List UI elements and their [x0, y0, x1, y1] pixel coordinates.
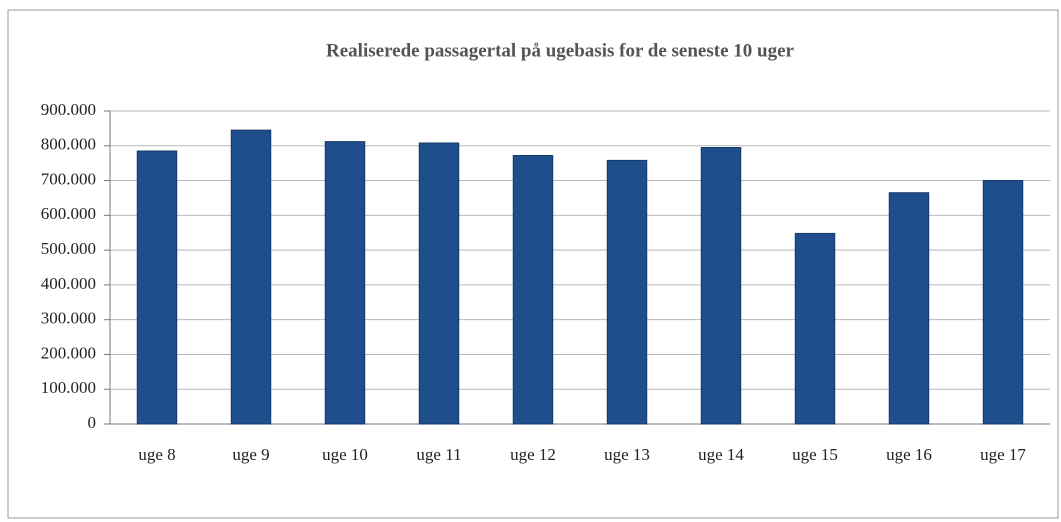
bar — [230, 129, 272, 425]
chart-title: Realiserede passagertal på ugebasis for … — [326, 40, 794, 61]
y-tick-label: 400.000 — [41, 274, 96, 293]
y-tick-label: 900.000 — [41, 100, 96, 119]
y-tick-label: 700.000 — [41, 169, 96, 188]
y-tick-label: 200.000 — [41, 343, 96, 362]
y-tick-label: 100.000 — [41, 378, 96, 397]
y-tick-label: 300.000 — [41, 309, 96, 328]
y-tick-label: 800.000 — [41, 135, 96, 154]
bar — [512, 155, 554, 425]
bar — [888, 192, 930, 425]
x-tick-label: uge 11 — [416, 445, 461, 464]
bar — [606, 159, 648, 425]
bar — [136, 150, 178, 425]
x-tick-label: uge 8 — [138, 445, 175, 464]
bar — [982, 180, 1024, 425]
x-tick-label: uge 12 — [510, 445, 556, 464]
y-tick-label: 0 — [88, 413, 97, 432]
bar — [418, 142, 460, 425]
x-tick-label: uge 13 — [604, 445, 650, 464]
x-tick-label: uge 14 — [698, 445, 744, 464]
y-tick-label: 500.000 — [41, 239, 96, 258]
x-tick-label: uge 17 — [980, 445, 1026, 464]
x-tick-label: uge 10 — [322, 445, 368, 464]
bar — [700, 147, 742, 425]
x-tick-label: uge 16 — [886, 445, 932, 464]
bar — [324, 141, 366, 425]
x-tick-label: uge 9 — [232, 445, 269, 464]
bar — [794, 232, 836, 425]
x-tick-label: uge 15 — [792, 445, 838, 464]
y-tick-label: 600.000 — [41, 204, 96, 223]
